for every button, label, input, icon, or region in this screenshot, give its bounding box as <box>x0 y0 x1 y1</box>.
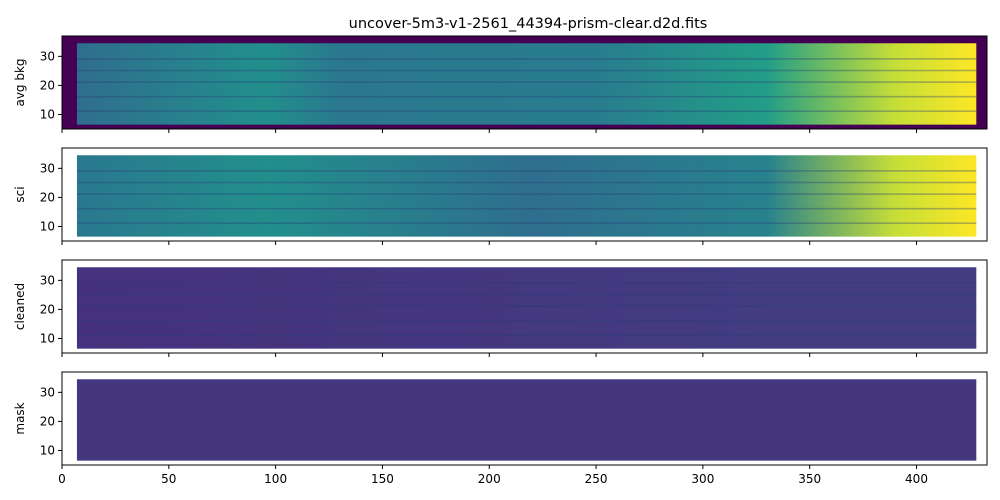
spectrum-band <box>76 43 977 125</box>
y-tick-label: 20 <box>40 78 55 92</box>
trace-row <box>76 293 977 296</box>
spectrum-band <box>76 155 977 237</box>
y-axis-label: avg bkg <box>13 58 27 106</box>
chart-title: uncover-5m3-v1-2561_44394-prism-clear.d2… <box>349 16 708 32</box>
y-tick-label: 10 <box>40 443 55 457</box>
axes-frame <box>61 259 988 354</box>
spectrum-band <box>76 379 977 461</box>
trace-row <box>76 319 977 322</box>
trace-row <box>76 81 977 83</box>
y-tick-label: 10 <box>40 331 55 345</box>
trace-row <box>76 282 977 284</box>
y-axis-label: cleaned <box>13 283 27 330</box>
trace-row <box>76 181 977 184</box>
panel-cleaned: 10 20 30 cleaned <box>13 259 988 357</box>
x-tick-label: 300 <box>691 472 714 486</box>
panel-sci: 10 20 30 sci <box>13 147 988 245</box>
x-tick-label: 150 <box>371 472 394 486</box>
axes-frame <box>61 147 988 242</box>
panels-group: 10 20 30 avg bkg 10 20 30 sci 10 20 30 cleaned 10 20 3… <box>13 35 988 486</box>
y-tick-label: 10 <box>40 219 55 233</box>
axes-frame <box>61 35 988 130</box>
trace-row <box>76 193 977 195</box>
panel-avg-bkg: 10 20 30 avg bkg <box>13 35 988 133</box>
x-tick-label: 200 <box>478 472 501 486</box>
x-tick-label: 350 <box>798 472 821 486</box>
y-tick-label: 30 <box>40 273 55 287</box>
trace-row <box>76 170 977 172</box>
x-tick-label: 250 <box>585 472 608 486</box>
trace-row <box>76 207 977 210</box>
trace-row <box>76 95 977 98</box>
trace-row <box>76 305 977 307</box>
y-tick-label: 20 <box>40 190 55 204</box>
y-tick-label: 30 <box>40 49 55 63</box>
x-tick-label: 100 <box>264 472 287 486</box>
spectrum-band <box>76 267 977 349</box>
trace-row <box>76 222 977 224</box>
y-axis-label: mask <box>13 402 27 434</box>
trace-row <box>76 69 977 72</box>
y-tick-label: 30 <box>40 161 55 175</box>
y-axis-label: sci <box>13 186 27 202</box>
trace-row <box>76 110 977 112</box>
y-tick-label: 20 <box>40 414 55 428</box>
panel-mask: 10 20 30 mask 0 50 100 150 200 250 300 350 400 <box>13 371 988 486</box>
y-tick-label: 10 <box>40 107 55 121</box>
y-tick-label: 20 <box>40 302 55 316</box>
trace-row <box>76 334 977 336</box>
x-tick-label: 400 <box>905 472 928 486</box>
axes-frame <box>61 371 988 466</box>
x-tick-label: 50 <box>161 472 176 486</box>
x-tick-label: 0 <box>58 472 66 486</box>
y-tick-label: 30 <box>40 385 55 399</box>
trace-row <box>76 58 977 60</box>
